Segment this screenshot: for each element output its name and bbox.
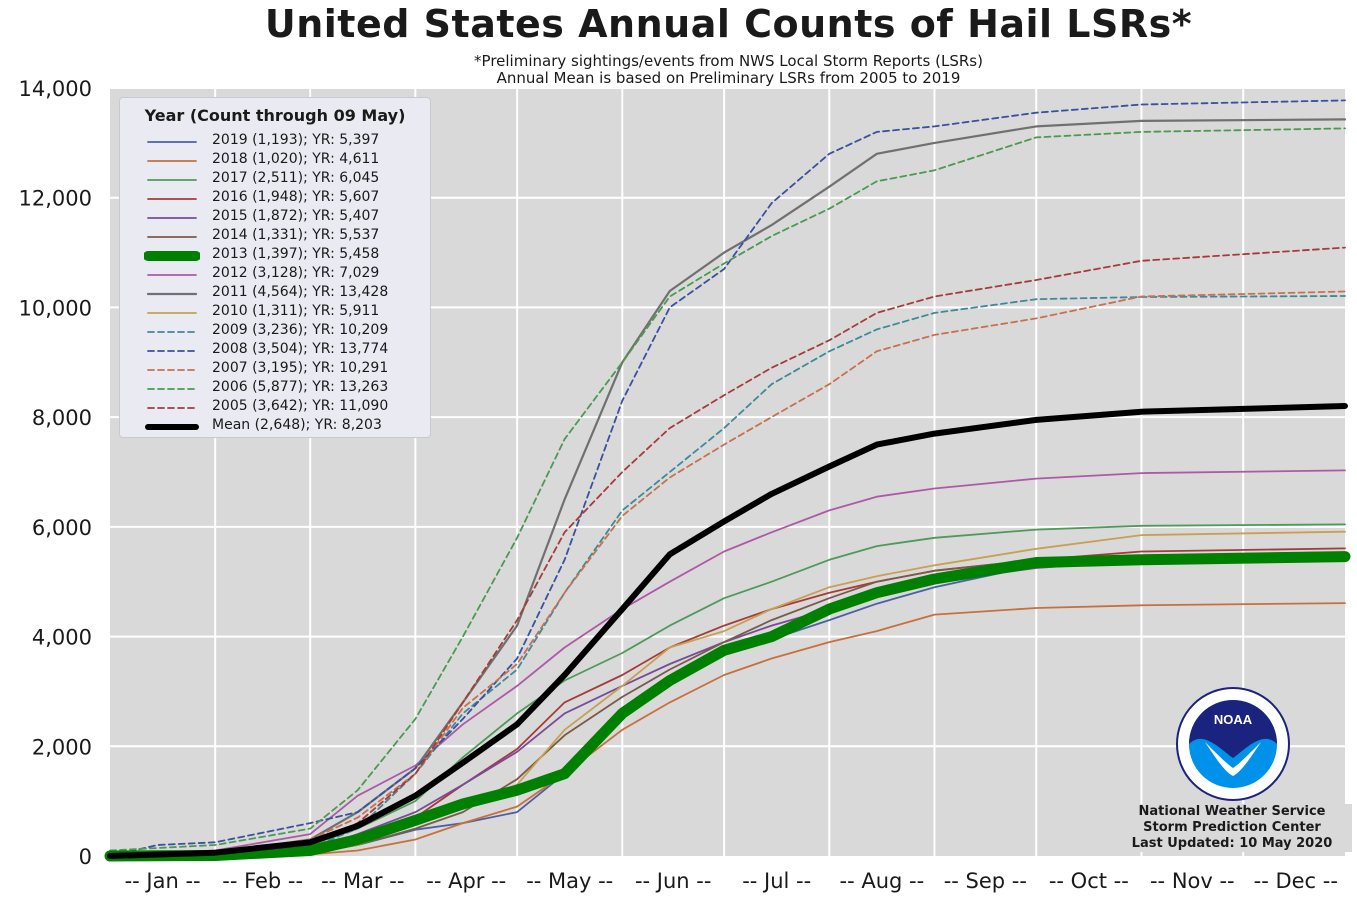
logo-text: NOAA: [1214, 712, 1253, 727]
legend-swatch: [147, 331, 197, 333]
chart-title: United States Annual Counts of Hail LSRs…: [264, 2, 1193, 46]
legend-swatch: [147, 407, 197, 409]
legend-item: 2009 (3,236); YR: 10,209: [128, 322, 428, 341]
legend-item: 2018 (1,020); YR: 4,611: [128, 151, 428, 170]
legend-label: 2013 (1,397); YR: 5,458: [212, 246, 380, 262]
y-tick-label: 10,000: [19, 296, 92, 320]
legend-item: 2015 (1,872); YR: 5,407: [128, 208, 428, 227]
legend-label: 2014 (1,331); YR: 5,537: [212, 227, 380, 243]
x-tick-label: -- Feb --: [222, 869, 303, 893]
x-tick-label: -- Jun --: [635, 869, 711, 893]
credit-line-1: National Weather Service: [1138, 804, 1326, 819]
legend-swatch: [147, 388, 197, 390]
legend-swatch: [147, 236, 197, 238]
legend-swatch: [147, 369, 197, 371]
legend-swatch: [147, 312, 197, 314]
x-tick-label: -- Sep --: [944, 869, 1027, 893]
legend-swatch: [147, 274, 197, 276]
series-line-6: [104, 551, 1351, 862]
legend-label: 2006 (5,877); YR: 13,263: [212, 379, 389, 395]
legend-item: 2016 (1,948); YR: 5,607: [128, 189, 428, 208]
y-tick-label: 4,000: [32, 626, 92, 650]
legend-swatch: [147, 217, 197, 219]
legend-item: 2005 (3,642); YR: 11,090: [128, 398, 428, 417]
x-tick-label: -- Apr --: [426, 869, 506, 893]
legend-label: 2012 (3,128); YR: 7,029: [212, 265, 380, 281]
credit-line-3: Last Updated: 10 May 2020: [1131, 836, 1333, 851]
x-tick-label: -- Jul --: [742, 869, 811, 893]
legend-item: 2014 (1,331); YR: 5,537: [128, 227, 428, 246]
credit-block: National Weather Service Storm Predictio…: [1112, 804, 1352, 852]
x-tick-label: -- Dec --: [1254, 869, 1338, 893]
chart-subtitle-line-2: Annual Mean is based on Preliminary LSRs…: [496, 69, 961, 87]
series-line-8: [108, 118, 1347, 858]
legend-item: 2010 (1,311); YR: 5,911: [128, 303, 428, 322]
legend-item: 2019 (1,193); YR: 5,397: [128, 132, 428, 151]
legend-item: 2011 (4,564); YR: 13,428: [128, 284, 428, 303]
legend-label: 2007 (3,195); YR: 10,291: [212, 360, 389, 376]
x-tick-label: -- May --: [526, 869, 613, 893]
legend-label: 2018 (1,020); YR: 4,611: [212, 151, 380, 167]
legend-swatch: [145, 424, 199, 430]
y-tick-label: 0: [79, 845, 92, 869]
legend-item: 2008 (3,504); YR: 13,774: [128, 341, 428, 360]
series-line-7: [109, 469, 1346, 857]
legend-title: Year (Count through 09 May): [144, 106, 406, 125]
series-line-12: [109, 290, 1346, 857]
series-line-11: [109, 99, 1346, 857]
x-tick-label: -- Nov --: [1150, 869, 1235, 893]
legend-label: 2010 (1,311); YR: 5,911: [212, 303, 380, 319]
chart-subtitle-line-1: *Preliminary sightings/events from NWS L…: [474, 52, 983, 70]
legend-label: 2008 (3,504); YR: 13,774: [212, 341, 389, 357]
series-line-15: [107, 403, 1348, 859]
credit-line-2: Storm Prediction Center: [1143, 820, 1321, 835]
legend-label: 2016 (1,948); YR: 5,607: [212, 189, 380, 205]
legend-item: 2006 (5,877); YR: 13,263: [128, 379, 428, 398]
legend-label: 2017 (2,511); YR: 6,045: [212, 170, 380, 186]
legend-label: 2009 (3,236); YR: 10,209: [212, 322, 389, 338]
y-tick-label: 6,000: [32, 516, 92, 540]
legend-item: 2012 (3,128); YR: 7,029: [128, 265, 428, 284]
legend-label: 2015 (1,872); YR: 5,407: [212, 208, 380, 224]
legend-label: Mean (2,648); YR: 8,203: [212, 417, 382, 433]
legend-swatch: [147, 160, 197, 162]
series-line-1: [109, 602, 1346, 857]
legend-swatch: [147, 141, 197, 143]
legend-swatch: [147, 179, 197, 181]
legend-label: 2005 (3,642); YR: 11,090: [212, 398, 389, 414]
legend-item: Mean (2,648); YR: 8,203: [128, 417, 428, 436]
y-tick-label: 12,000: [19, 187, 92, 211]
y-tick-label: 2,000: [32, 735, 92, 759]
legend-swatch: [144, 251, 200, 261]
series-line-10: [109, 295, 1346, 857]
legend-item: 2007 (3,195); YR: 10,291: [128, 360, 428, 379]
legend-label: 2011 (4,564); YR: 13,428: [212, 284, 389, 300]
noaa-logo: NOAA: [1176, 687, 1290, 801]
y-tick-label: 14,000: [19, 77, 92, 101]
x-tick-label: -- Mar --: [321, 869, 404, 893]
series-line-13: [109, 127, 1346, 852]
x-tick-label: -- Aug --: [840, 869, 925, 893]
legend-item: 2017 (2,511); YR: 6,045: [128, 170, 428, 189]
legend-label: 2019 (1,193); YR: 5,397: [212, 132, 380, 148]
legend-swatch: [147, 198, 197, 200]
y-tick-label: 8,000: [32, 406, 92, 430]
x-tick-label: -- Jan --: [125, 869, 201, 893]
legend-item: 2013 (1,397); YR: 5,458: [128, 246, 428, 265]
legend-swatch: [146, 292, 198, 296]
legend-swatch: [147, 350, 197, 352]
x-tick-label: -- Oct --: [1049, 869, 1129, 893]
chart-legend: Year (Count through 09 May) 2019 (1,193)…: [119, 97, 431, 438]
